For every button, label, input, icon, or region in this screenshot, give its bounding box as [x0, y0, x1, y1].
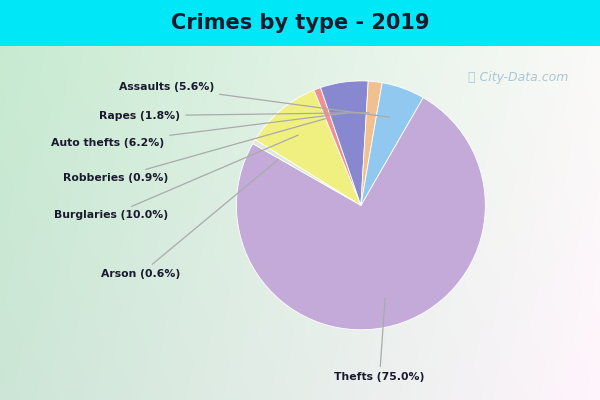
Text: Burglaries (10.0%): Burglaries (10.0%): [54, 135, 298, 220]
Wedge shape: [255, 90, 361, 205]
Wedge shape: [320, 81, 368, 205]
Wedge shape: [314, 88, 361, 205]
Text: Assaults (5.6%): Assaults (5.6%): [119, 82, 390, 117]
Wedge shape: [361, 83, 423, 205]
Text: Robberies (0.9%): Robberies (0.9%): [63, 119, 325, 183]
Text: Thefts (75.0%): Thefts (75.0%): [334, 298, 425, 382]
Text: Rapes (1.8%): Rapes (1.8%): [100, 111, 369, 121]
Text: Crimes by type - 2019: Crimes by type - 2019: [171, 13, 429, 33]
Text: ⓘ City-Data.com: ⓘ City-Data.com: [468, 71, 568, 84]
Text: Arson (0.6%): Arson (0.6%): [101, 159, 278, 279]
Wedge shape: [253, 140, 361, 205]
Wedge shape: [236, 98, 485, 330]
Text: Auto thefts (6.2%): Auto thefts (6.2%): [51, 113, 346, 148]
Wedge shape: [361, 81, 382, 205]
